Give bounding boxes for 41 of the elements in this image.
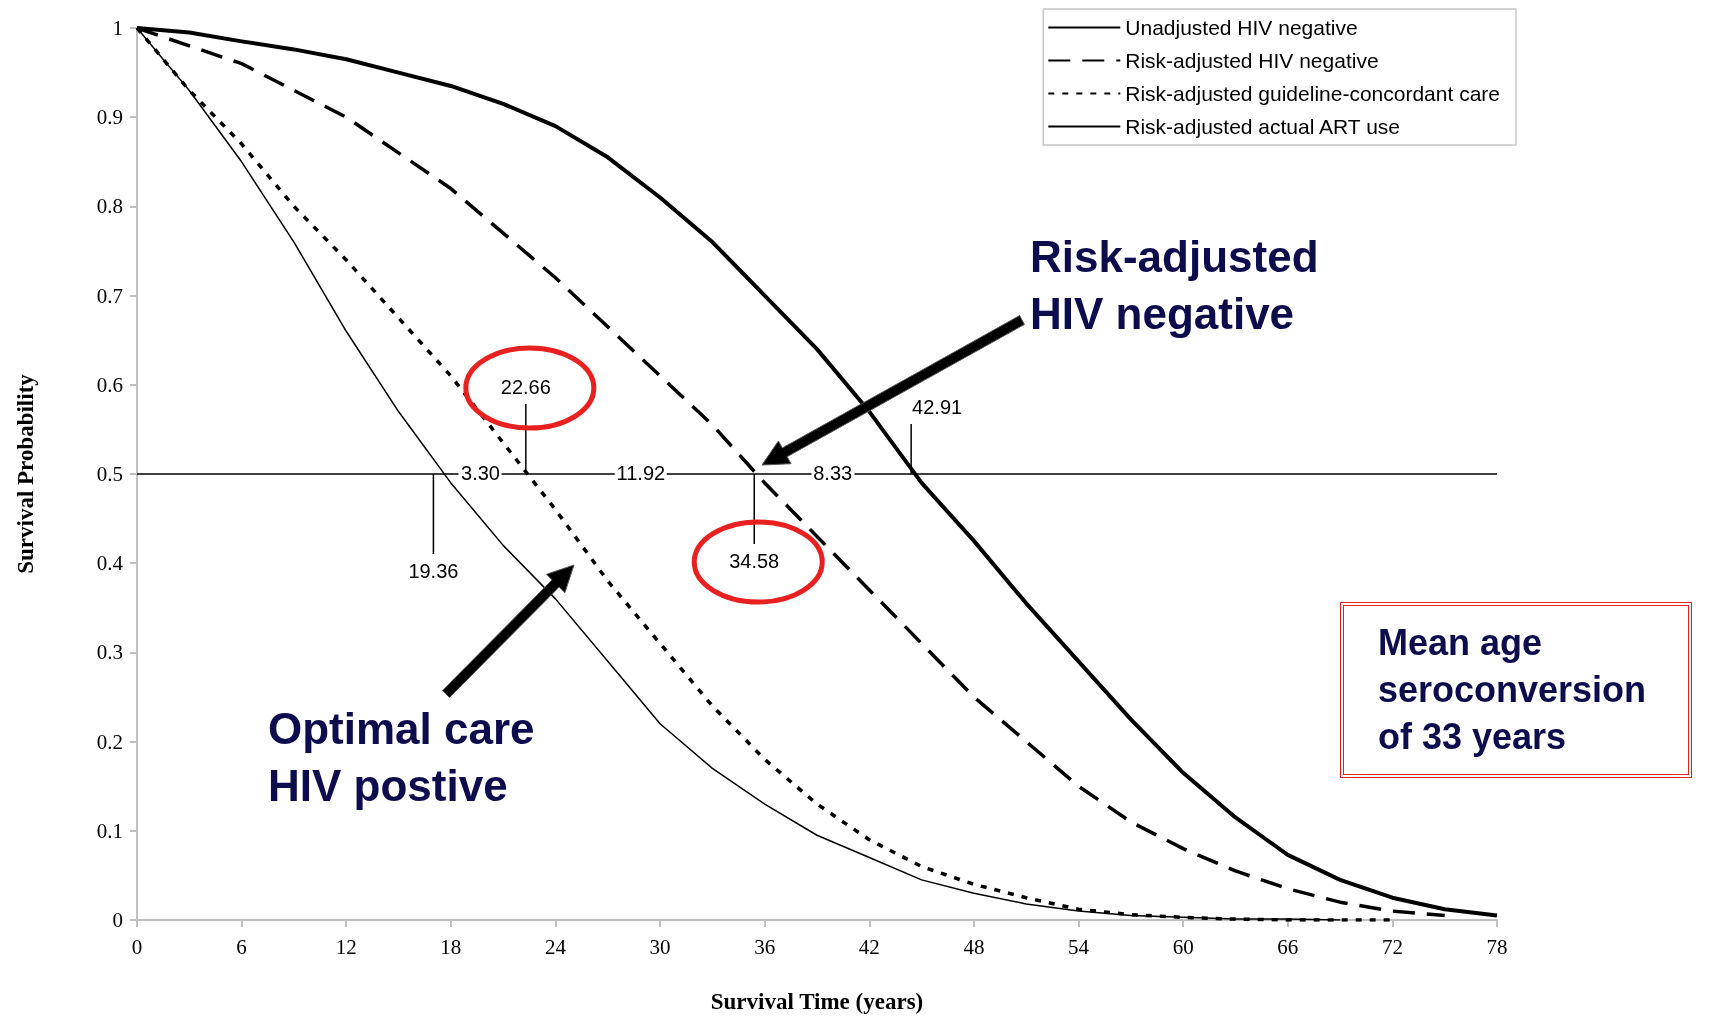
annotation: 3.30 [459,462,502,485]
y-tick-label: 0.7 [96,283,123,308]
x-tick-label: 54 [1068,934,1090,959]
y-tick-label: 0.8 [96,194,123,219]
x-tick-label: 6 [236,934,247,959]
legend-label: Risk-adjusted guideline-concordant care [1125,82,1501,105]
y-axis-title: Survival Probability [13,373,38,574]
annotation: Optimal care HIV postive [268,703,536,813]
legend-label: Risk-adjusted actual ART use [1125,115,1400,138]
x-tick-label: 60 [1172,934,1194,959]
x-tick-label: 48 [963,934,985,959]
annotation: 42.91 [912,396,963,419]
x-axis-title: Survival Time (years) [710,989,924,1014]
x-tick-label: 12 [335,934,357,959]
x-tick-label: 72 [1381,934,1403,959]
y-tick-label: 0.1 [96,818,123,843]
legend-label: Unadjusted HIV negative [1125,16,1358,39]
x-tick-label: 30 [649,934,671,959]
y-tick-label: 0.5 [96,462,123,486]
annotation: Mean age seroconversion of 33 years [1340,602,1692,779]
y-tick-label: 0.4 [96,551,124,576]
x-tick-label: 36 [754,934,776,959]
x-tick-label: 78 [1486,934,1508,959]
y-tick-label: 0.9 [96,105,123,130]
annotation: 19.36 [408,560,459,583]
y-tick-label: 0.6 [96,372,123,397]
x-tick-label: 66 [1277,934,1299,959]
annotation: 8.33 [811,462,855,485]
y-tick-label: 0 [112,908,123,932]
x-tick-label: 18 [440,934,462,959]
y-tick-label: 0.3 [96,640,123,665]
x-tick-label: 24 [544,934,567,959]
legend-label: Risk-adjusted HIV negative [1125,49,1379,72]
y-tick-label: 0.2 [96,729,123,754]
annotation: 22.66 [500,376,551,399]
annotation: 34.58 [729,550,780,573]
annotation: Risk-adjusted HIV negative [1030,231,1320,341]
y-tick-label: 1 [112,16,123,40]
x-tick-label: 0 [131,934,143,959]
annotation: 11.92 [614,462,668,485]
x-tick-label: 42 [858,934,880,959]
